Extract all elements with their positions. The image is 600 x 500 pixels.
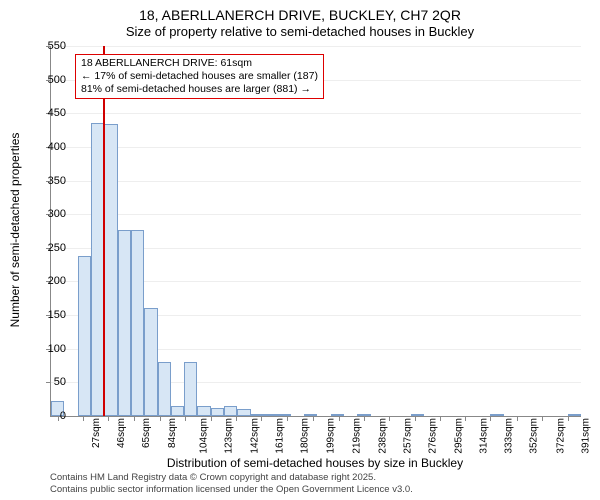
x-tick-label: 372sqm — [556, 418, 567, 454]
x-tick-label: 123sqm — [224, 418, 235, 454]
y-tick-label: 550 — [26, 40, 66, 52]
y-tick-label: 250 — [26, 242, 66, 254]
x-tick-label: 46sqm — [116, 418, 127, 448]
histogram-bar — [211, 408, 224, 416]
x-tick-label: 199sqm — [325, 418, 336, 454]
x-tick-label: 391sqm — [581, 418, 592, 454]
histogram-bar — [304, 414, 317, 416]
histogram-bar — [331, 414, 344, 416]
annotation-box: 18 ABERLLANERCH DRIVE: 61sqm ← 17% of se… — [75, 54, 324, 99]
x-tick-label: 27sqm — [91, 418, 102, 448]
y-tick-label: 50 — [26, 376, 66, 388]
histogram-bar — [568, 414, 581, 416]
x-tick-label: 276sqm — [428, 418, 439, 454]
annotation-line: 18 ABERLLANERCH DRIVE: 61sqm — [81, 57, 318, 70]
x-tick-label: 104sqm — [199, 418, 210, 454]
x-tick-label: 84sqm — [167, 418, 178, 448]
x-tick-label: 238sqm — [377, 418, 388, 454]
x-tick-label: 180sqm — [300, 418, 311, 454]
annotation-line: 81% of semi-detached houses are larger (… — [81, 83, 318, 96]
histogram-bar — [184, 362, 197, 416]
footer-line: Contains HM Land Registry data © Crown c… — [50, 472, 413, 484]
y-tick-label: 300 — [26, 208, 66, 220]
y-tick-label: 400 — [26, 141, 66, 153]
y-tick-label: 150 — [26, 309, 66, 321]
histogram-chart: 18, ABERLLANERCH DRIVE, BUCKLEY, CH7 2QR… — [0, 0, 600, 500]
y-axis-label: Number of semi-detached properties — [8, 133, 22, 328]
x-tick-label: 142sqm — [249, 418, 260, 454]
histogram-bar — [490, 414, 503, 416]
y-tick-label: 200 — [26, 275, 66, 287]
x-tick-label: 257sqm — [403, 418, 414, 454]
histogram-bar — [411, 414, 424, 416]
x-tick-label: 295sqm — [453, 418, 464, 454]
chart-subtitle: Size of property relative to semi-detach… — [0, 24, 600, 43]
y-tick-label: 100 — [26, 343, 66, 355]
histogram-bar — [237, 409, 250, 416]
x-tick-label: 314sqm — [478, 418, 489, 454]
y-tick-label: 0 — [26, 410, 66, 422]
y-tick-label: 350 — [26, 175, 66, 187]
chart-title: 18, ABERLLANERCH DRIVE, BUCKLEY, CH7 2QR — [0, 0, 600, 24]
plot-area — [50, 46, 581, 417]
histogram-bar — [197, 406, 210, 416]
x-tick-label: 161sqm — [275, 418, 286, 454]
annotation-line: ← 17% of semi-detached houses are smalle… — [81, 70, 318, 83]
x-axis-label: Distribution of semi-detached houses by … — [50, 456, 580, 470]
x-tick-label: 65sqm — [141, 418, 152, 448]
histogram-bar — [277, 414, 290, 416]
x-tick-label: 333sqm — [504, 418, 515, 454]
footer-attribution: Contains HM Land Registry data © Crown c… — [50, 472, 413, 496]
x-tick-label: 219sqm — [352, 418, 363, 454]
x-tick-label: 352sqm — [529, 418, 540, 454]
histogram-bar — [158, 362, 171, 416]
histogram-bar — [264, 414, 277, 416]
histogram-bar — [224, 406, 237, 416]
footer-line: Contains public sector information licen… — [50, 484, 413, 496]
bars-container — [51, 46, 581, 416]
histogram-bar — [118, 230, 131, 416]
property-marker-line — [103, 46, 105, 416]
histogram-bar — [171, 406, 184, 416]
histogram-bar — [78, 256, 91, 416]
histogram-bar — [104, 124, 117, 416]
y-tick-label: 450 — [26, 107, 66, 119]
histogram-bar — [131, 230, 144, 416]
y-tick-label: 500 — [26, 74, 66, 86]
histogram-bar — [144, 308, 157, 416]
